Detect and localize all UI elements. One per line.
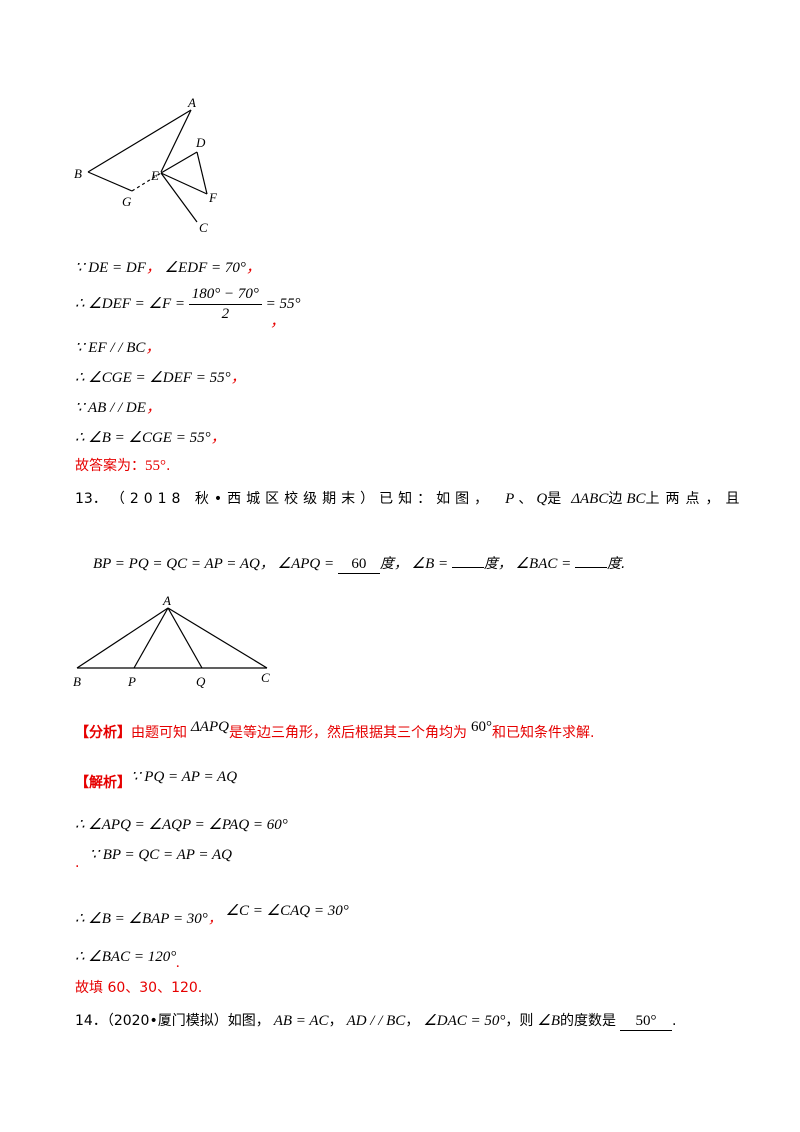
problem14-statement: 14．（2020•厦门模拟）如图， AB = AC， AD / / BC， ∠D… — [75, 1013, 677, 1031]
fraction: 180° − 70° 2 — [188, 286, 262, 323]
segment-aq — [167, 607, 203, 669]
solution13-answer: 故填 60、30、120. — [75, 980, 203, 996]
label-a: A — [162, 593, 171, 608]
label-b: B — [74, 166, 82, 181]
label-e: E — [150, 168, 159, 183]
solution12-line2-end: ， — [270, 314, 286, 330]
geometry-figure-1: A B C D E F G — [74, 95, 218, 235]
solution13-line5: ∴ ∠BAC = 120°. — [75, 949, 180, 971]
label-a: A — [187, 95, 196, 110]
label-q: Q — [196, 674, 206, 689]
solution12-line5: ∵ AB / / DE， — [75, 400, 161, 416]
segment-ac — [167, 607, 268, 669]
label-d: D — [195, 135, 206, 150]
label-p: P — [127, 674, 136, 689]
label-b: B — [73, 674, 81, 689]
solution12-line1: ∵ DE = DF， ∠EDF = 70°， — [75, 260, 261, 276]
segment-ab — [76, 607, 169, 669]
segment-bg — [87, 171, 133, 192]
solution12-answer: 故答案为：55°. — [75, 458, 171, 474]
problem13-statement: 13． （2018 秋•西城区校级期末）已知：如图， P 、 Q是 ΔABC边 … — [75, 491, 746, 507]
solution12-line3: ∵ EF / / BC， — [75, 340, 161, 356]
answer-blank-3 — [575, 567, 608, 568]
solution13-line2: ∴ ∠APQ = ∠AQP = ∠PAQ = 60° — [75, 817, 288, 833]
solution12-line4: ∴ ∠CGE = ∠DEF = 55°， — [75, 370, 246, 386]
segment-ba — [87, 109, 192, 173]
segment-ec — [160, 172, 198, 223]
segment-ap — [133, 607, 169, 669]
solution12-line2: ∴ ∠DEF = ∠F = 180° − 70° 2 = 55° — [75, 286, 301, 323]
answer-blank-1: 60 — [337, 556, 380, 574]
answer-blank-14: 50° — [620, 1013, 673, 1031]
segment-ed — [160, 151, 198, 174]
label-c: C — [199, 220, 208, 235]
segment-ae — [160, 109, 192, 173]
solution13-line4: ∴ ∠B = ∠BAP = 30°， ∠C = ∠CAQ = 30° — [75, 903, 349, 927]
solution13-line1: 【解析】∵ PQ = AP = AQ — [75, 769, 238, 791]
solution13-line3: . ∵ BP = QC = AP = AQ — [75, 847, 233, 871]
geometry-figure-2: A B P Q C — [73, 593, 270, 689]
analysis13: 【分析】由题可知 ΔAPQ是等边三角形，然后根据其三个角均为 60°和已知条件求… — [75, 719, 595, 741]
segment-ef — [160, 172, 208, 195]
solution12-line6: ∴ ∠B = ∠CGE = 55°， — [75, 430, 226, 446]
problem13-conditions: BP = PQ = QC = AP = AQ， ∠APQ = 60 度， ∠B =… — [93, 556, 626, 574]
segment-df — [196, 151, 208, 195]
label-f: F — [208, 190, 218, 205]
label-g: G — [122, 194, 132, 209]
answer-blank-2 — [451, 567, 484, 568]
label-c: C — [261, 670, 270, 685]
